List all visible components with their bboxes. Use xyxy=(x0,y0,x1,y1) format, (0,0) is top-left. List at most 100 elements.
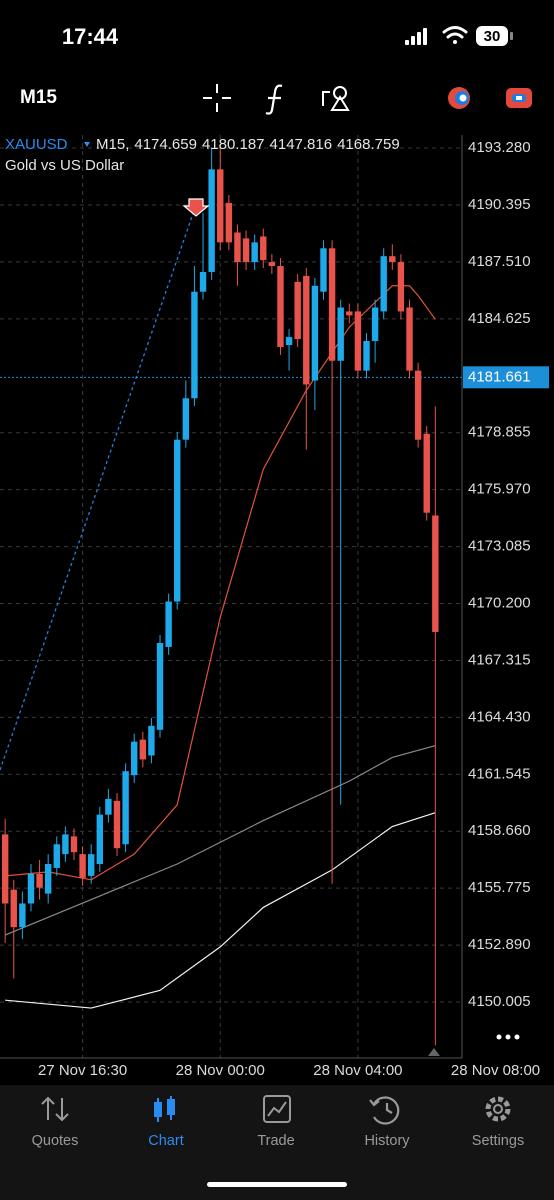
home-indicator xyxy=(207,1182,347,1187)
chart-header: XAUUSD xyxy=(5,136,68,153)
candle-body xyxy=(354,311,362,371)
y-tick-label: 4178.855 xyxy=(468,424,531,441)
chart-icon xyxy=(154,1096,175,1122)
crosshair-button[interactable] xyxy=(203,84,231,112)
candle-body xyxy=(432,515,439,632)
current-price-label: 4181.661 xyxy=(468,368,531,385)
y-tick-label: 4167.315 xyxy=(468,651,531,668)
moving-average-line xyxy=(4,745,436,936)
x-tick-label: 27 Nov 16:30 xyxy=(38,1062,127,1079)
candle-body xyxy=(44,864,52,894)
candle-body xyxy=(87,854,95,876)
candle-body xyxy=(406,307,413,371)
tab-label[interactable]: History xyxy=(364,1133,410,1149)
y-tick-label: 4170.200 xyxy=(468,594,531,611)
candle-body xyxy=(148,725,155,756)
x-tick-label: 28 Nov 08:00 xyxy=(451,1062,540,1079)
candle-body xyxy=(260,236,267,261)
symbol-dropdown[interactable] xyxy=(84,142,90,147)
moving-average-line xyxy=(5,812,436,1009)
symbol[interactable]: XAUUSD xyxy=(5,136,68,153)
candle-body xyxy=(70,836,78,853)
candle-body xyxy=(199,271,207,292)
candle-body xyxy=(380,256,387,312)
candle-body xyxy=(397,262,405,312)
y-tick-label: 4190.395 xyxy=(468,196,531,213)
candle-body xyxy=(371,307,379,342)
candle-body xyxy=(182,398,190,440)
trade-history-line xyxy=(0,204,197,771)
chart-header-values: M15, 4174.659 4180.187 4147.816 4168.759 xyxy=(96,136,400,153)
candle-body xyxy=(346,311,353,316)
tab-label[interactable]: Quotes xyxy=(32,1133,79,1149)
y-tick-label: 4187.510 xyxy=(468,253,531,270)
axes: 4193.280 4190.395 4187.510 4184.625 4178.855… xyxy=(38,139,549,1079)
signal-icon xyxy=(405,28,427,45)
symbol-description: Gold vs US Dollar xyxy=(5,157,124,174)
header-low: 4147.816 xyxy=(270,136,333,153)
y-tick-label: 4173.085 xyxy=(468,538,531,555)
indicators-button[interactable] xyxy=(265,84,283,115)
battery-level: 30 xyxy=(484,28,501,45)
quotes-icon xyxy=(41,1096,69,1122)
candle-body xyxy=(156,642,164,730)
candle-body xyxy=(363,341,370,371)
timeframe-button[interactable]: M15 xyxy=(20,87,57,108)
status-time: 17:44 xyxy=(62,24,119,49)
more-button[interactable] xyxy=(496,1034,520,1040)
candle-body xyxy=(251,242,258,263)
candle-body xyxy=(423,433,430,513)
candle-body xyxy=(62,834,69,855)
candle-body xyxy=(27,873,35,904)
candle-body xyxy=(122,771,129,845)
trading-signals-button[interactable] xyxy=(448,87,470,109)
candle-body xyxy=(191,291,198,399)
candle-body xyxy=(96,814,103,865)
candle-body xyxy=(311,285,319,381)
candle-body xyxy=(10,889,17,928)
x-tick-label: 28 Nov 04:00 xyxy=(313,1062,402,1079)
candles xyxy=(1,147,439,1046)
battery-tip xyxy=(510,32,513,40)
y-tick-label: 4155.775 xyxy=(468,879,531,896)
x-tick-label: 28 Nov 00:00 xyxy=(176,1062,265,1079)
candle-body xyxy=(389,256,396,263)
candle-body xyxy=(208,169,215,272)
candle-body xyxy=(217,169,224,243)
candle-body xyxy=(285,337,293,345)
candle-body xyxy=(1,834,9,904)
candle-body xyxy=(242,238,250,263)
current-price-box xyxy=(463,366,549,389)
tab-labels: Quotes Chart Trade History Settings xyxy=(32,1133,525,1149)
candle-body xyxy=(139,739,147,760)
candle-body xyxy=(234,232,241,263)
y-tick-label: 4158.660 xyxy=(468,822,531,839)
tab-label[interactable]: Chart xyxy=(148,1133,183,1149)
y-tick-label: 4164.430 xyxy=(468,708,531,725)
y-tick-label: 4175.970 xyxy=(468,481,531,498)
y-tick-label: 4152.890 xyxy=(468,936,531,953)
tab-label[interactable]: Trade xyxy=(257,1133,294,1149)
header-close: 4168.759 xyxy=(337,136,400,153)
history-icon xyxy=(369,1096,400,1125)
header-timeframe: M15 xyxy=(96,136,125,153)
candle-body xyxy=(174,439,181,602)
objects-button[interactable] xyxy=(322,86,350,111)
candle-body xyxy=(337,307,344,361)
candle-body xyxy=(19,903,26,928)
y-tick-label: 4184.625 xyxy=(468,310,531,327)
settings-icon xyxy=(485,1096,511,1122)
sell-arrow xyxy=(182,198,210,217)
candle-body xyxy=(225,202,233,243)
candle-body xyxy=(79,854,86,878)
candle-body xyxy=(414,370,422,440)
candle-body xyxy=(268,262,276,267)
candle-body xyxy=(36,873,43,888)
candle-body xyxy=(165,601,172,647)
candle-body xyxy=(328,248,336,361)
tab-label[interactable]: Settings xyxy=(472,1133,524,1149)
tab-bar xyxy=(0,1085,554,1200)
y-tick-label: 4150.005 xyxy=(468,993,531,1010)
one-click-trading-button[interactable] xyxy=(506,88,532,108)
